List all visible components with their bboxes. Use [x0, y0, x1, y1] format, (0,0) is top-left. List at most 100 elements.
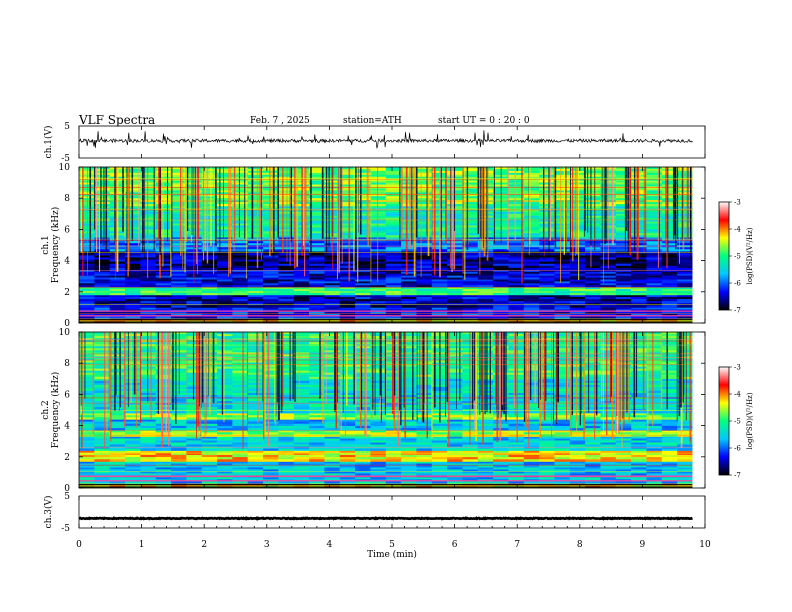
- spectrogram-cell: [585, 442, 601, 445]
- spectrogram-cell: [171, 281, 187, 284]
- spectrogram-cell: [677, 249, 693, 252]
- spectrogram-cell: [232, 192, 249, 195]
- spectrogram-cell: [217, 277, 233, 280]
- spectrogram-cell: [217, 176, 233, 179]
- spectrogram-cell: [355, 194, 371, 197]
- spectrogram-cell: [477, 415, 494, 418]
- spectrogram-cell: [646, 287, 663, 290]
- spectrogram-cell: [263, 275, 279, 278]
- spectrogram-cell: [385, 206, 402, 209]
- spectrogram-cell: [186, 287, 203, 290]
- spectrogram-cell: [585, 255, 601, 258]
- spectrogram-cell: [109, 463, 126, 466]
- spectrogram-cell: [493, 469, 509, 472]
- spectrogram-cell: [462, 168, 479, 172]
- spectrogram-cell: [293, 442, 310, 445]
- spectrogram-cell: [677, 275, 693, 278]
- spectrogram-cell: [370, 170, 387, 174]
- spectrogram-cell: [554, 275, 571, 278]
- sferic-streak: [147, 167, 149, 278]
- spectrogram-cell: [125, 432, 141, 435]
- spectrogram-cell: [585, 279, 601, 282]
- spectrogram-cell: [309, 217, 325, 220]
- spectrogram-cell: [309, 186, 325, 189]
- spectrogram-cell: [416, 259, 433, 262]
- spectrogram-cell: [554, 237, 571, 240]
- spectrogram-cell: [125, 269, 141, 273]
- spectrogram-cell: [125, 271, 141, 275]
- spectrogram-cell: [677, 225, 693, 228]
- spectrogram-cell: [125, 267, 141, 271]
- spectrogram-cell: [646, 241, 663, 244]
- spectrogram-cell: [278, 292, 295, 296]
- spectrogram-cell: [447, 452, 463, 456]
- spectrogram-cell: [324, 271, 341, 275]
- spectrogram-cell: [263, 438, 279, 441]
- spectrogram-cell: [385, 265, 402, 269]
- spectrogram-cell: [615, 237, 632, 240]
- spectrogram-cell: [79, 477, 95, 480]
- spectrogram-cell: [447, 430, 463, 433]
- spectrogram-cell: [539, 184, 555, 187]
- spectrogram-cell: [477, 188, 494, 191]
- spectrogram-cell: [155, 432, 172, 435]
- spectrogram-cell: [370, 172, 387, 176]
- spectrogram-cell: [293, 440, 310, 443]
- spectrogram-cell: [339, 382, 356, 386]
- spectrogram-cell: [539, 454, 555, 458]
- spectrogram-cell: [493, 263, 509, 267]
- spectrogram-cell: [94, 221, 111, 224]
- spectrogram-cell: [293, 438, 310, 441]
- spectrogram-cell: [155, 259, 172, 262]
- spectrogram-cell: [125, 297, 141, 300]
- spectrogram-cell: [232, 287, 249, 290]
- spectrogram-cell: [661, 204, 678, 207]
- spectrogram-cell: [125, 259, 141, 262]
- spectrogram-cell: [370, 180, 387, 183]
- spectrogram-cell: [79, 247, 95, 250]
- spectrogram-cell: [171, 316, 187, 319]
- spectrogram-cell: [385, 279, 402, 282]
- spectrogram-cell: [539, 249, 555, 252]
- spectrogram-cell: [416, 186, 433, 189]
- spectrogram-cell: [631, 273, 647, 276]
- spectrogram-cell: [293, 382, 310, 386]
- spectrogram-cell: [646, 221, 663, 224]
- spectrogram-cell: [140, 229, 157, 232]
- spectrogram-cell: [508, 174, 525, 178]
- sferic-streak: [601, 167, 603, 258]
- spectrogram-cell: [293, 428, 310, 431]
- spectrogram-cell: [615, 281, 632, 284]
- spectrogram-cell: [355, 253, 371, 256]
- spectrogram-cell: [677, 202, 693, 205]
- sferic-streak: [234, 167, 236, 242]
- spectrogram-cell: [401, 263, 417, 267]
- sferic-streak: [594, 167, 596, 251]
- spectrogram-cell: [247, 263, 264, 267]
- spectrogram-cell: [661, 425, 678, 429]
- spectrogram-cell: [263, 219, 279, 222]
- spectrogram-cell: [232, 471, 249, 474]
- spectrogram-cell: [109, 283, 126, 286]
- spectrogram-cell: [401, 461, 417, 464]
- spectrogram-cell: [339, 471, 356, 474]
- spectrogram-cell: [324, 423, 341, 427]
- spectrogram-cell: [217, 269, 233, 273]
- spectrogram-cell: [201, 249, 218, 252]
- spectrogram-cell: [324, 301, 341, 304]
- spectrogram-cell: [401, 253, 417, 256]
- spectrogram-cell: [155, 215, 172, 218]
- spectrogram-cell: [201, 223, 218, 226]
- spectrogram-cell: [416, 263, 433, 267]
- spectrogram-cell: [155, 174, 172, 178]
- spectrogram-cell: [416, 440, 433, 443]
- spectrogram-cell: [646, 198, 663, 201]
- spectrogram-cell: [416, 430, 433, 433]
- spectrogram-cell: [615, 211, 632, 215]
- spectrogram-cell: [79, 170, 95, 174]
- spectrogram-cell: [385, 213, 402, 217]
- spectrogram-cell: [109, 471, 126, 474]
- spectrogram-cell: [631, 467, 647, 470]
- spectrogram-cell: [401, 283, 417, 286]
- spectrogram-cell: [155, 461, 172, 464]
